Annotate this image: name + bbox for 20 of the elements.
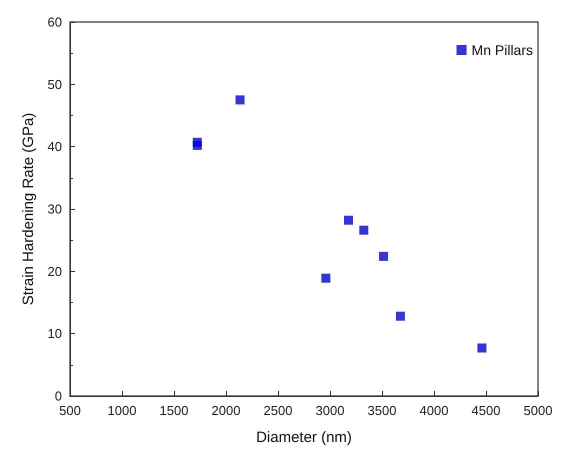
y-tick-label: 20 bbox=[48, 264, 62, 279]
x-tick-label: 4500 bbox=[472, 403, 500, 418]
x-tick-label: 2000 bbox=[212, 403, 240, 418]
y-tick-label: 10 bbox=[48, 326, 62, 342]
x-tick-label: 2500 bbox=[264, 403, 292, 418]
y-tick-label: 30 bbox=[48, 202, 62, 216]
y-tick-label: 60 bbox=[48, 14, 62, 30]
x-tick-label: 500 bbox=[59, 403, 81, 418]
y-tick-label: 0 bbox=[54, 388, 62, 404]
x-axis-title: Diameter (nm) bbox=[256, 429, 352, 446]
y-tick-label: 50 bbox=[48, 76, 62, 92]
legend-label: Mn Pillars bbox=[472, 42, 534, 58]
x-tick-label: 3000 bbox=[316, 403, 344, 418]
x-tick-label: 1000 bbox=[108, 403, 136, 418]
x-tick-label: 5000 bbox=[524, 403, 552, 418]
x-tick-label: 3500 bbox=[368, 403, 396, 418]
x-tick-label: 4000 bbox=[420, 403, 448, 418]
y-tick-label: 40 bbox=[48, 139, 62, 154]
y-axis-title: Strain Hardening Rate (GPa) bbox=[20, 112, 37, 306]
x-tick-label: 1500 bbox=[160, 403, 188, 418]
